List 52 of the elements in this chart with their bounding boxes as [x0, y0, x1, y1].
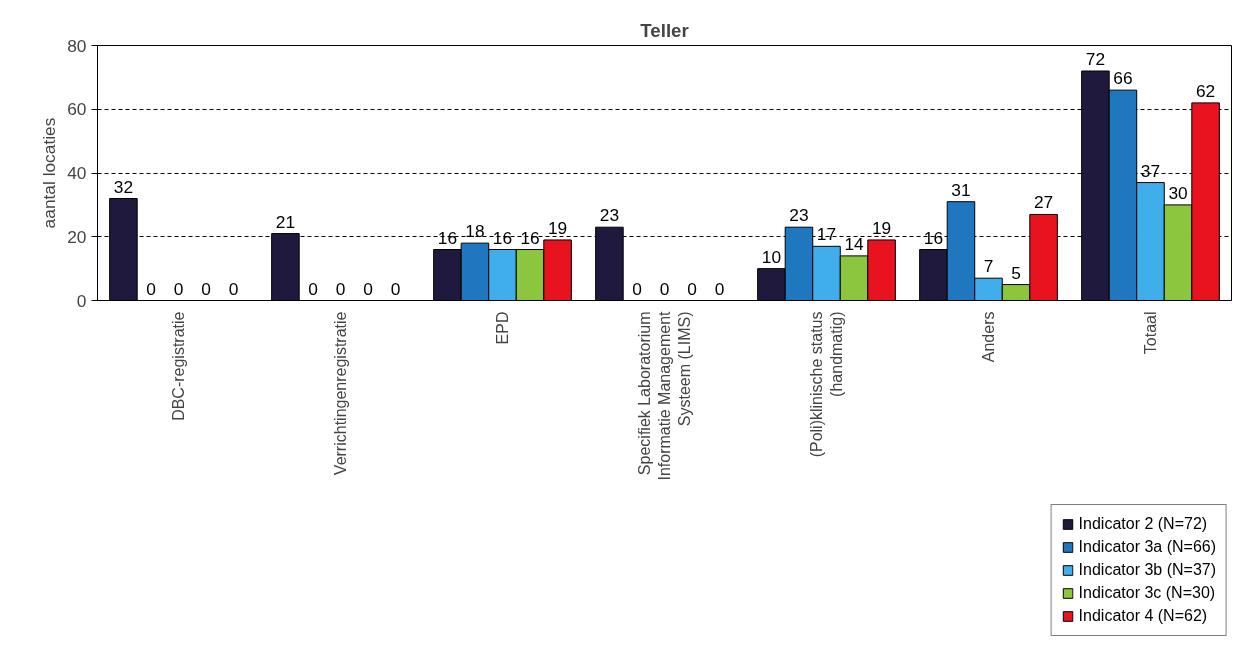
data-label: 62	[1195, 80, 1216, 101]
data-label: 0	[659, 278, 670, 299]
data-label: 0	[308, 278, 318, 299]
y-tick-label: 80	[67, 35, 87, 56]
chart-title: Teller	[640, 19, 689, 41]
legend-label: Indicator 2 (N=72)	[1078, 515, 1208, 533]
legend-label: Indicator 3b (N=37)	[1078, 561, 1216, 579]
data-label: 19	[871, 217, 892, 238]
data-label: 0	[363, 278, 373, 299]
data-label: 72	[1085, 49, 1106, 69]
data-label: 16	[923, 227, 944, 248]
data-label: 0	[335, 278, 346, 299]
data-label: 7	[983, 256, 994, 277]
legend-label: Indicator 3c (N=30)	[1078, 584, 1216, 602]
x-tick-label: Verrichtingenregistratie	[332, 311, 349, 476]
x-tick-label: Anders	[980, 311, 997, 363]
legend-label: Indicator 4 (N=62)	[1078, 607, 1208, 625]
data-label: 5	[1011, 262, 1021, 283]
data-label: 31	[951, 179, 971, 200]
data-label: 66	[1113, 68, 1133, 89]
data-label: 10	[761, 246, 782, 267]
data-label: 0	[228, 278, 239, 299]
data-label: 27	[1033, 192, 1054, 213]
data-label: 19	[547, 217, 568, 238]
y-tick-label: 20	[67, 226, 87, 247]
data-label: 0	[714, 278, 725, 299]
data-label: 0	[390, 278, 401, 299]
y-tick-label: 40	[67, 163, 87, 183]
data-label: 30	[1168, 182, 1188, 203]
data-label: 0	[687, 278, 697, 299]
x-tick-label: Specifiek Laboratorium Informatie Management Systeem (LIMS)	[635, 310, 694, 481]
data-label: 23	[599, 205, 620, 226]
x-tick-label: EPD	[494, 311, 511, 345]
x-tick-label: Totaal	[1142, 311, 1159, 355]
data-label: 17	[816, 224, 837, 245]
data-label: 0	[146, 278, 156, 299]
x-tick-label: DBC-registratie	[170, 311, 187, 421]
data-label: 0	[173, 278, 184, 299]
data-label: 16	[437, 227, 458, 248]
data-label: 21	[275, 211, 296, 232]
data-label: 0	[201, 278, 211, 299]
y-tick-label: 60	[67, 99, 87, 120]
y-axis-title: aantal locaties	[39, 117, 60, 229]
data-label: 16	[520, 227, 540, 248]
data-label: 23	[789, 205, 809, 226]
x-tick-label: (Poli)klinische status (handmatig)	[807, 311, 846, 458]
legend-label: Indicator 3a (N=66)	[1078, 538, 1216, 556]
y-tick-label: 0	[76, 290, 87, 311]
data-label: 0	[632, 278, 642, 299]
data-label: 32	[113, 176, 134, 197]
data-label: 37	[1140, 160, 1161, 181]
data-label: 14	[844, 233, 865, 254]
